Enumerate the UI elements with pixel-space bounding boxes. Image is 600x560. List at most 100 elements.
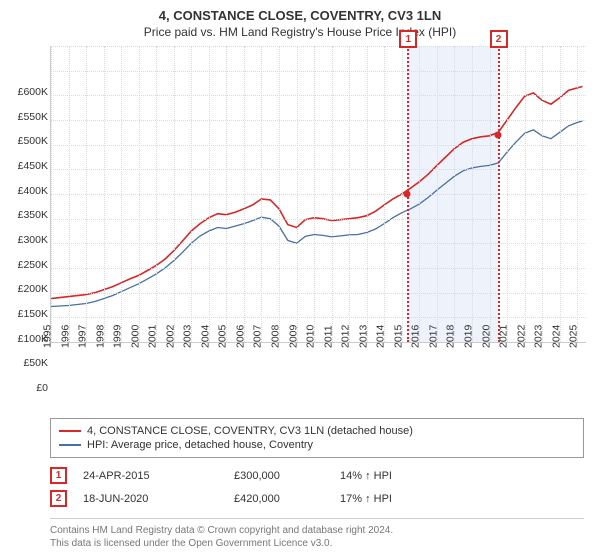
y-axis-label: £400K	[18, 185, 48, 197]
y-axis-label: £550K	[18, 111, 48, 123]
gridline-v	[51, 46, 52, 342]
gridline-v	[525, 46, 526, 342]
x-axis-label: 2000	[129, 325, 141, 348]
transaction-row: 1 24-APR-2015 £300,000 14% ↑ HPI	[50, 464, 584, 487]
gridline-v	[297, 46, 298, 342]
gridline-v	[261, 46, 262, 342]
gridline-v	[104, 46, 105, 342]
x-axis-label: 2001	[147, 325, 159, 348]
x-axis-label: 2008	[269, 325, 281, 348]
x-axis-label: 2014	[375, 325, 387, 348]
gridline-h	[51, 145, 586, 146]
series-price_paid	[51, 87, 583, 299]
x-axis-label: 2012	[340, 325, 352, 348]
gridline-h	[51, 293, 586, 294]
gridline-v	[384, 46, 385, 342]
x-axis-label: 1999	[111, 325, 123, 348]
gridline-h	[51, 268, 586, 269]
gridline-h	[51, 71, 586, 72]
legend-row: 4, CONSTANCE CLOSE, COVENTRY, CV3 1LN (d…	[59, 424, 575, 438]
footer-line-2: This data is licensed under the Open Gov…	[50, 538, 584, 551]
y-axis-label: £50K	[23, 357, 48, 369]
chart-title: 4, CONSTANCE CLOSE, COVENTRY, CV3 1LN	[0, 0, 600, 23]
x-axis-label: 2010	[304, 325, 316, 348]
gridline-v	[560, 46, 561, 342]
x-axis-label: 2003	[182, 325, 194, 348]
gridline-v	[490, 46, 491, 342]
x-axis-label: 1996	[59, 325, 71, 348]
transactions-table: 1 24-APR-2015 £300,000 14% ↑ HPI 218-JUN-202…	[50, 464, 584, 510]
gridline-v	[209, 46, 210, 342]
y-axis-label: £600K	[18, 86, 48, 98]
x-axis-label: 2020	[480, 325, 492, 348]
gridline-v	[156, 46, 157, 342]
x-axis-label: 2011	[322, 325, 334, 348]
x-axis-label: 2006	[234, 325, 246, 348]
transaction-date: 18-JUN-2020	[83, 493, 218, 505]
chart-area: 12 £0£50K£100K£150K£200K£250K£300K£350K£…	[0, 46, 600, 376]
marker-point	[494, 131, 501, 138]
gridline-v	[174, 46, 175, 342]
gridline-v	[577, 46, 578, 342]
legend-label: 4, CONSTANCE CLOSE, COVENTRY, CV3 1LN (d…	[87, 425, 413, 437]
marker-point	[404, 191, 411, 198]
y-axis-label: £450K	[18, 160, 48, 172]
chart-container: 4, CONSTANCE CLOSE, COVENTRY, CV3 1LN Pr…	[0, 0, 600, 560]
gridline-v	[402, 46, 403, 342]
legend-row: HPI: Average price, detached house, Cove…	[59, 438, 575, 452]
transaction-price: £300,000	[234, 470, 324, 482]
x-axis-label: 1998	[94, 325, 106, 348]
gridline-v	[349, 46, 350, 342]
gridline-v	[86, 46, 87, 342]
legend-swatch	[59, 444, 81, 446]
gridline-v	[454, 46, 455, 342]
gridline-v	[139, 46, 140, 342]
gridline-h	[51, 169, 586, 170]
gridline-v	[437, 46, 438, 342]
transaction-badge: 1	[50, 467, 67, 484]
x-axis-label: 2018	[445, 325, 457, 348]
x-axis-label: 1995	[41, 325, 53, 348]
x-axis-label: 2009	[287, 325, 299, 348]
gridline-v	[332, 46, 333, 342]
transaction-pct: 14% ↑ HPI	[340, 470, 392, 482]
y-axis-label: £200K	[18, 283, 48, 295]
transaction-pct: 17% ↑ HPI	[340, 493, 392, 505]
x-axis-label: 1997	[76, 325, 88, 348]
gridline-v	[191, 46, 192, 342]
x-axis-label: 2002	[164, 325, 176, 348]
gridline-h	[51, 219, 586, 220]
y-axis-label: £500K	[18, 135, 48, 147]
gridline-v	[419, 46, 420, 342]
gridline-v	[314, 46, 315, 342]
gridline-v	[367, 46, 368, 342]
marker-badge: 1	[399, 30, 417, 48]
plot: 12	[50, 46, 586, 343]
gridline-v	[244, 46, 245, 342]
gridline-h	[51, 95, 586, 96]
x-axis-label: 2022	[515, 325, 527, 348]
y-axis-label: £150K	[18, 308, 48, 320]
x-axis-label: 2005	[217, 325, 229, 348]
legend-label: HPI: Average price, detached house, Cove…	[87, 439, 313, 451]
x-axis-label: 2025	[568, 325, 580, 348]
x-axis-label: 2017	[427, 325, 439, 348]
gridline-v	[507, 46, 508, 342]
gridline-v	[279, 46, 280, 342]
transaction-row: 218-JUN-2020£420,00017% ↑ HPI	[50, 487, 584, 510]
marker-badge: 2	[490, 30, 508, 48]
marker-vline	[498, 46, 500, 342]
legend-swatch	[59, 430, 81, 432]
gridline-h	[51, 243, 586, 244]
y-axis-label: £350K	[18, 209, 48, 221]
transaction-date: 24-APR-2015	[83, 470, 218, 482]
x-axis-label: 2007	[252, 325, 264, 348]
gridline-v	[69, 46, 70, 342]
legend: 4, CONSTANCE CLOSE, COVENTRY, CV3 1LN (d…	[50, 418, 584, 458]
y-axis-label: £0	[36, 382, 48, 394]
gridline-v	[472, 46, 473, 342]
y-axis-label: £300K	[18, 234, 48, 246]
gridline-h	[51, 317, 586, 318]
x-axis-label: 2021	[497, 325, 509, 348]
x-axis-label: 2004	[199, 325, 211, 348]
